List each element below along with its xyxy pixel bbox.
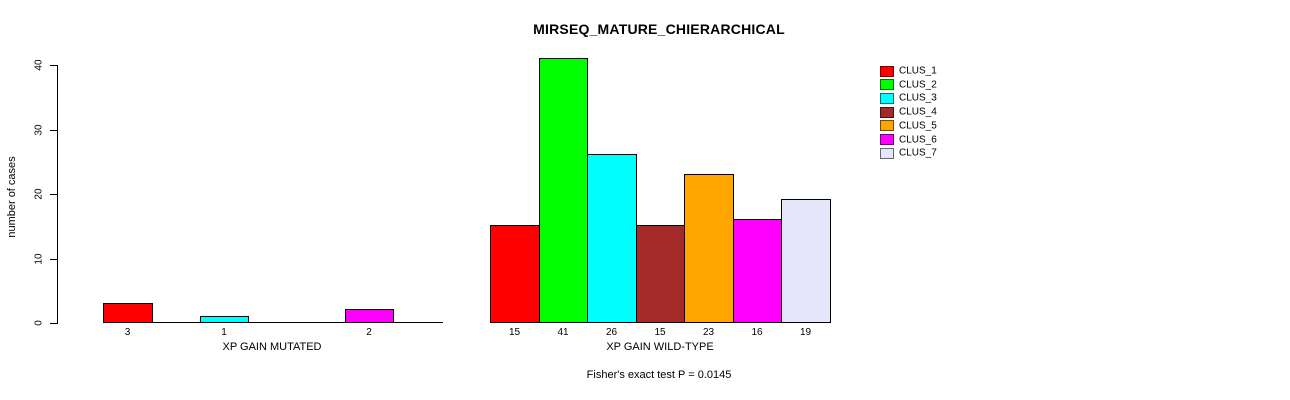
y-axis-tick xyxy=(50,194,58,195)
bar-value-label: 41 xyxy=(557,327,569,338)
clus_3-bar xyxy=(200,316,249,323)
x-axis-label-wild-type: XP GAIN WILD-TYPE xyxy=(606,341,714,353)
bar-value-label: 16 xyxy=(751,327,763,338)
bar-value-label: 2 xyxy=(366,327,372,338)
legend-swatch-clus_3 xyxy=(880,92,894,104)
bar-value-label: 15 xyxy=(654,327,666,338)
clus_2-bar xyxy=(539,58,588,323)
legend-item-label: CLUS_3 xyxy=(899,92,937,104)
bar-value-label: 1 xyxy=(221,327,227,338)
bar-value-label: 23 xyxy=(702,327,715,338)
legend-swatch-clus_7 xyxy=(880,147,894,159)
x-axis-label-mutated: XP GAIN MUTATED xyxy=(222,341,322,353)
clus_4-bar xyxy=(248,322,298,323)
legend-item-label: CLUS_1 xyxy=(899,65,937,77)
y-axis-tick-label: 10 xyxy=(33,253,45,265)
clus_5-bar xyxy=(684,174,734,323)
y-axis-tick xyxy=(50,65,58,66)
y-axis-tick-label: 30 xyxy=(33,124,45,136)
clus_1-bar xyxy=(103,303,153,323)
bar-value-label: 26 xyxy=(605,327,618,338)
clus_6-bar xyxy=(345,309,394,323)
bar-value-label: 15 xyxy=(508,327,521,338)
clus_6-bar xyxy=(733,219,782,323)
y-axis-tick xyxy=(50,259,58,260)
legend-item-label: CLUS_2 xyxy=(899,79,937,91)
y-axis-label: number of cases xyxy=(6,156,18,238)
clus_5-bar xyxy=(297,322,346,323)
legend-item-label: CLUS_7 xyxy=(899,147,937,159)
chart-title: MIRSEQ_MATURE_CHIERARCHICAL xyxy=(533,21,785,37)
legend-swatch-clus_2 xyxy=(880,79,894,91)
clus_7-bar xyxy=(393,322,443,323)
y-axis-tick xyxy=(50,323,58,324)
fisher-test-annotation: Fisher's exact test P = 0.0145 xyxy=(586,369,732,381)
clus_4-bar xyxy=(636,225,685,323)
bar-value-label: 3 xyxy=(124,327,131,338)
legend-swatch-clus_6 xyxy=(880,134,894,145)
legend-swatch-clus_1 xyxy=(880,65,894,77)
clus_1-bar xyxy=(490,225,540,323)
legend-item-label: CLUS_4 xyxy=(899,106,937,118)
clus_3-bar xyxy=(587,154,637,323)
clus_2-bar xyxy=(152,322,201,323)
clus_7-bar xyxy=(781,199,831,323)
bar-value-label: 19 xyxy=(799,327,812,338)
y-axis-tick xyxy=(50,130,58,131)
legend-swatch-clus_5 xyxy=(880,120,894,132)
legend-item-label: CLUS_5 xyxy=(899,120,937,132)
y-axis-tick-label: 40 xyxy=(33,59,45,71)
y-axis-tick-label: 20 xyxy=(33,188,45,200)
legend-swatch-clus_4 xyxy=(880,106,894,118)
y-axis-tick-label: 0 xyxy=(33,320,45,326)
legend-item-label: CLUS_6 xyxy=(899,134,937,145)
